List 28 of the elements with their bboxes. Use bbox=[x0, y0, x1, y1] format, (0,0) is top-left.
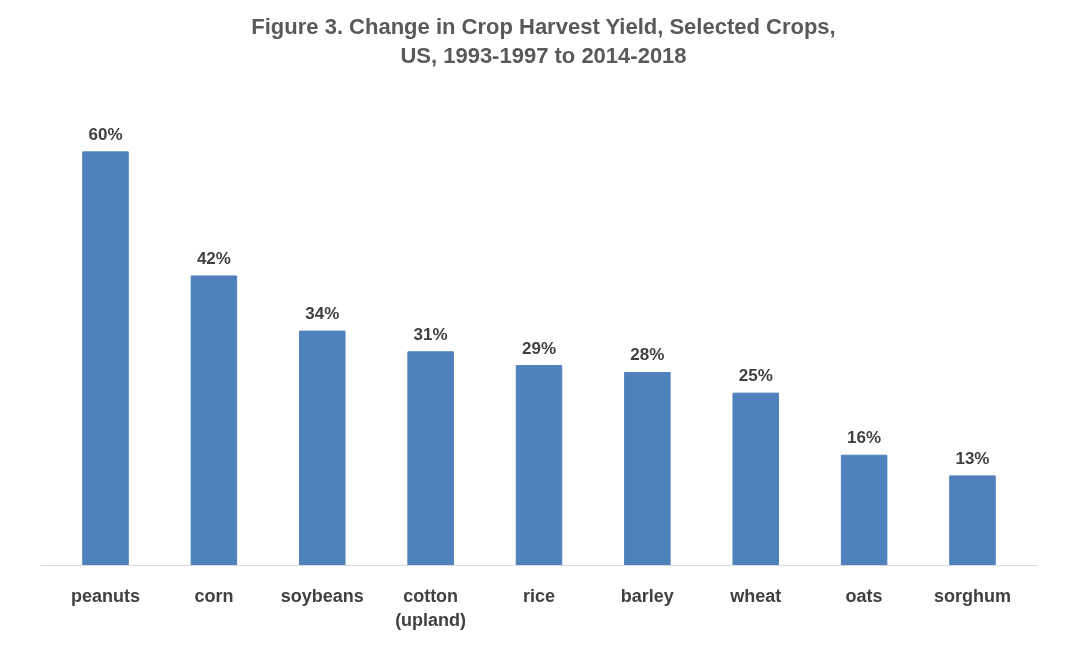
data-label: 60% bbox=[88, 124, 123, 144]
bar bbox=[407, 351, 454, 566]
bar bbox=[949, 475, 996, 566]
chart-title: Figure 3. Change in Crop Harvest Yield, Selected Crops, US, 1993-1997 to 2014-2018 bbox=[251, 13, 836, 70]
data-label: 13% bbox=[955, 448, 990, 468]
bar bbox=[190, 275, 238, 566]
bar bbox=[299, 330, 346, 566]
bar bbox=[515, 365, 563, 566]
x-tick-label: corn bbox=[194, 585, 234, 606]
data-label: 16% bbox=[847, 428, 882, 448]
x-tick-label: soybeans bbox=[280, 585, 364, 606]
x-tick-label: oats bbox=[845, 585, 883, 606]
bar bbox=[840, 454, 888, 566]
data-label: 42% bbox=[196, 248, 231, 268]
x-tick-label: cotton (upland) bbox=[395, 585, 467, 630]
data-label: 28% bbox=[630, 345, 665, 365]
data-label: 25% bbox=[738, 366, 773, 386]
bar bbox=[732, 392, 779, 566]
bar bbox=[624, 371, 671, 566]
data-label: 29% bbox=[521, 338, 557, 358]
x-tick-label: rice bbox=[522, 585, 556, 606]
data-label: 34% bbox=[305, 304, 340, 324]
x-tick-label: barley bbox=[620, 585, 674, 606]
data-label: 31% bbox=[413, 324, 448, 344]
bar bbox=[82, 151, 129, 566]
x-tick-label: sorghum bbox=[933, 585, 1011, 606]
x-tick-label: wheat bbox=[729, 585, 782, 606]
x-tick-label: peanuts bbox=[71, 585, 141, 606]
